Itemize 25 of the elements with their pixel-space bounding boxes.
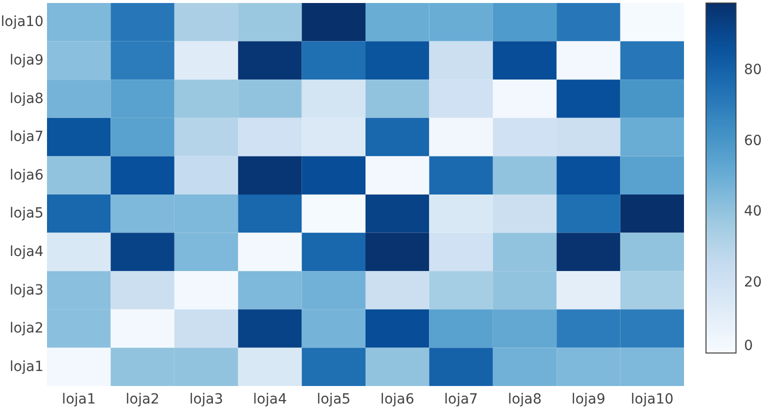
y-tick-label: loja8 [10,90,44,107]
y-tick-label: loja10 [0,14,44,30]
x-tick-label: loja3 [189,392,224,408]
x-tick-label: loja8 [508,392,542,408]
x-tick-label: loja7 [444,392,478,408]
color-bar-label: 60 [744,132,762,149]
y-tick-label: loja2 [10,320,44,337]
y-tick-label: loja4 [10,244,44,260]
color-bar-label: 0 [744,338,753,354]
x-tick-label: loja2 [126,392,160,408]
x-tick-label: loja10 [630,392,674,408]
y-tick-label: loja9 [10,52,44,68]
x-tick-label: loja5 [316,392,351,408]
y-tick-label: loja5 [10,206,44,222]
y-tick-label: loja6 [10,167,44,184]
x-tick-label: loja6 [380,392,414,408]
y-tick-label: loja3 [10,282,44,298]
x-tick-label: loja1 [62,392,96,408]
color-bar-label: 20 [744,274,762,290]
x-tick-label: loja9 [572,392,606,408]
color-bar-label: 40 [744,204,762,220]
x-tick-label: loja4 [253,392,287,408]
y-tick-label: loja1 [10,358,44,375]
y-tick-label: loja7 [10,129,44,146]
color-bar-label: 80 [744,62,762,78]
